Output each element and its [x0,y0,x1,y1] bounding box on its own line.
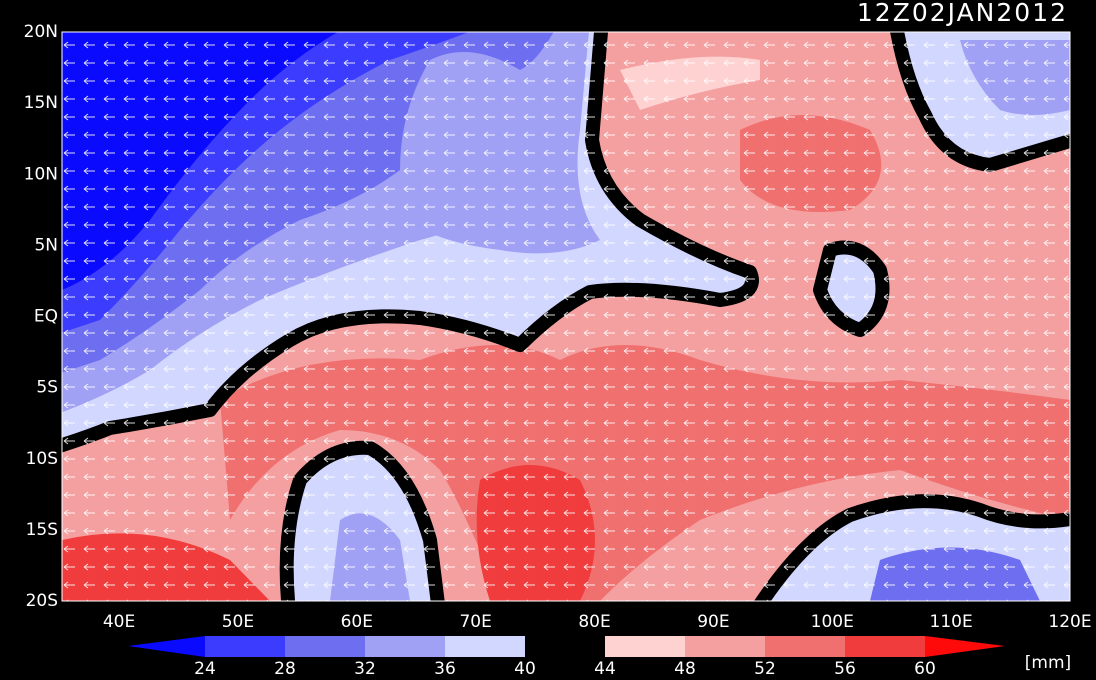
lat-label: 5N [34,235,58,255]
colorbar-label: 52 [754,659,776,679]
colorbar-label: 56 [834,659,856,679]
lat-label: 15N [24,93,58,113]
colorbar-label: 40 [514,659,536,679]
lon-label: 60E [341,612,373,632]
map-title: 12Z02JAN2012 [857,0,1068,27]
lon-label: 110E [930,612,973,632]
lon-label: 50E [222,612,254,632]
lat-label: 10S [26,449,58,469]
lon-label: 40E [103,612,135,632]
lat-label: 20N [24,22,58,42]
lat-label: 10N [24,164,58,184]
lat-label: 5S [36,378,58,398]
lon-label: 70E [459,612,491,632]
lon-label: 120E [1048,612,1091,632]
colorbar-label: 44 [594,659,616,679]
colorbar-label: 36 [434,659,456,679]
lon-label: 80E [578,612,610,632]
lon-label: 100E [811,612,854,632]
colorbar-label: 32 [354,659,376,679]
colorbar-label: 48 [674,659,696,679]
colorbar-label: 28 [274,659,296,679]
colorbar-label: 60 [914,659,936,679]
lat-label: 15S [26,520,58,540]
lat-label: 20S [26,591,58,611]
lon-label: 90E [697,612,729,632]
colorbar [128,636,1005,657]
map-field [62,32,1070,601]
lat-label: EQ [34,307,58,327]
map-frame [61,31,1071,602]
colorbar-unit: [mm] [1025,653,1071,673]
colorbar-label: 24 [194,659,216,679]
